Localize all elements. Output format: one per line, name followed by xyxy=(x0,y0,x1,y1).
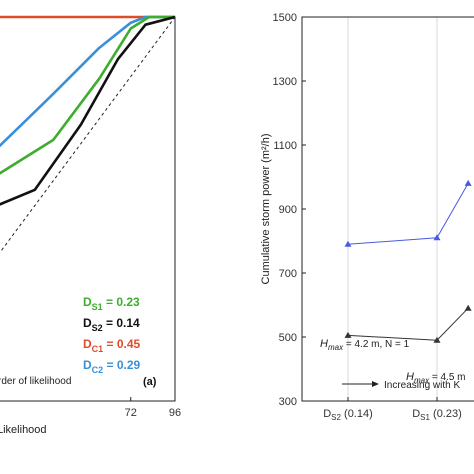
panel-b: 300 500 700 900 1100 1300 1500 Cumulative stor… xyxy=(260,12,474,422)
annotation-subscript: max xyxy=(414,376,430,385)
panel-a-label: (a) xyxy=(143,376,157,388)
arrow-text: Increasing with K xyxy=(384,380,460,391)
panel-b-marker-1-0 xyxy=(344,331,352,338)
category-value: (0.23) xyxy=(430,408,462,420)
legend-value: = 0.45 xyxy=(103,337,140,351)
legend-value: = 0.29 xyxy=(103,358,140,372)
legend-subscript: S1 xyxy=(92,302,103,312)
panel-b-xtick-label-1: DS1 (0.23) xyxy=(412,408,462,422)
legend-symbol: D xyxy=(83,316,92,330)
category-symbol: D xyxy=(412,408,420,420)
legend-subscript: C1 xyxy=(92,344,104,354)
annotation-symbol: H xyxy=(320,338,328,350)
panel-a-xtick-label-1: 96 xyxy=(169,407,181,419)
panel-a-series-line-1 xyxy=(0,15,175,148)
panel-b-marker-0-2 xyxy=(464,179,472,186)
category-symbol: D xyxy=(323,408,331,420)
panel-b-annotation-1: Hmax = 4.5 m xyxy=(406,371,465,385)
panel-a-legend-entry-3: DC2 = 0.29 xyxy=(83,358,141,375)
panel-b-ytick-label-0: 300 xyxy=(279,396,297,408)
category-subscript: S2 xyxy=(331,413,341,422)
panel-b-marker-1-1 xyxy=(433,336,441,343)
panel-b-ytick-label-1: 500 xyxy=(279,332,297,344)
annotation-text: = 4.5 m xyxy=(429,372,465,383)
category-value: (0.14) xyxy=(341,408,373,420)
panel-a: 72 96 Likelihood rder of likelihood (a) D… xyxy=(0,15,181,436)
panel-b-xticks: DS2 (0.14) DS1 (0.23) xyxy=(323,397,462,422)
legend-subscript: S2 xyxy=(92,323,103,333)
legend-subscript: C2 xyxy=(92,365,104,375)
annotation-text: = 4.2 m, N = 1 xyxy=(343,339,410,350)
panel-b-marker-0-0 xyxy=(344,240,352,247)
panel-b-series-line-0 xyxy=(347,183,469,245)
annotation-subscript: max xyxy=(328,343,344,352)
panel-a-xtick-label-0: 72 xyxy=(125,407,137,419)
panel-a-legend-entry-2: DC1 = 0.45 xyxy=(83,337,141,354)
panel-a-annotation: rder of likelihood xyxy=(0,376,71,387)
category-subscript: S1 xyxy=(420,413,430,422)
annotation-symbol: H xyxy=(406,371,414,383)
panel-b-series-group xyxy=(344,179,472,343)
panel-b-xtick-label-0: DS2 (0.14) xyxy=(323,408,373,422)
panel-b-annotation-0: Hmax = 4.2 m, N = 1 xyxy=(320,338,410,352)
panel-a-series-line-4 xyxy=(0,16,176,254)
panel-b-ytick-label-5: 1300 xyxy=(273,76,297,88)
increasing-arrow: Increasing with K xyxy=(342,380,460,391)
panel-b-ytick-label-3: 900 xyxy=(279,204,297,216)
legend-symbol: D xyxy=(83,358,92,372)
panel-b-ytick-label-2: 700 xyxy=(279,268,297,280)
panel-a-xticks: 72 96 xyxy=(125,397,181,419)
panel-a-series-group xyxy=(0,15,176,254)
arrow-head xyxy=(372,381,379,387)
panel-b-marker-1-2 xyxy=(464,304,472,311)
panel-b-series-line-1 xyxy=(347,307,469,341)
panel-a-legend-entry-1: DS2 = 0.14 xyxy=(83,316,140,333)
panel-b-ylabel: Cumulative storm power (m²/h) xyxy=(260,134,272,285)
legend-symbol: D xyxy=(83,295,92,309)
legend-value: = 0.14 xyxy=(103,316,140,330)
panel-a-xlabel: Likelihood xyxy=(0,424,47,436)
panel-b-ytick-label-4: 1100 xyxy=(273,140,297,152)
legend-symbol: D xyxy=(83,337,92,351)
panel-b-yticks: 300 500 700 900 1100 1300 1500 xyxy=(273,12,306,408)
legend-value: = 0.23 xyxy=(103,295,140,309)
panel-a-legend-entry-0: DS1 = 0.23 xyxy=(83,295,140,312)
panel-b-marker-0-1 xyxy=(433,234,441,241)
panel-a-series-line-2 xyxy=(0,15,175,175)
panel-a-series-line-3 xyxy=(0,15,176,206)
panel-b-ytick-label-6: 1500 xyxy=(273,12,297,24)
